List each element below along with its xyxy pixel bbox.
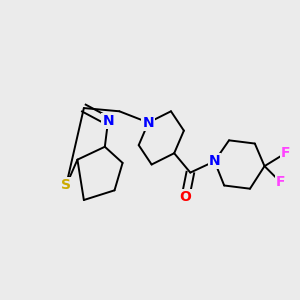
Text: N: N xyxy=(102,114,114,128)
Text: S: S xyxy=(61,178,71,193)
Text: F: F xyxy=(276,175,285,189)
Text: N: N xyxy=(209,154,220,168)
Text: O: O xyxy=(179,190,191,204)
Text: F: F xyxy=(281,146,290,160)
Text: N: N xyxy=(142,116,154,130)
